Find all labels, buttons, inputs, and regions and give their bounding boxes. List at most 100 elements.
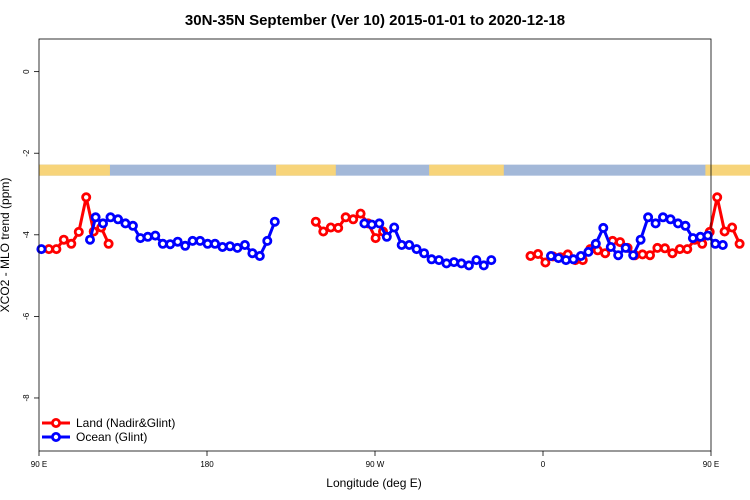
land-band-0 xyxy=(39,164,110,176)
data-point-0-9 xyxy=(310,216,321,227)
data-point-1-24 xyxy=(254,250,265,261)
data-point-1-34 xyxy=(411,244,422,255)
data-point-0-29 xyxy=(600,248,611,259)
data-point-0-2 xyxy=(58,234,69,245)
series-1 xyxy=(36,212,728,271)
chart-title: 30N-35N September (Ver 10) 2015-01-01 to… xyxy=(185,12,565,29)
data-point-1-67 xyxy=(710,238,721,249)
y-tick-label-1: -2 xyxy=(22,149,31,157)
data-point-1-22 xyxy=(239,239,250,250)
data-point-1-8 xyxy=(135,233,146,244)
data-point-1-33 xyxy=(404,239,415,250)
data-point-1-49 xyxy=(575,250,586,261)
data-point-1-66 xyxy=(702,230,713,241)
y-axis: 0 -2 -4 -6 -8 xyxy=(22,69,39,402)
data-point-0-17 xyxy=(370,233,381,244)
data-point-1-51 xyxy=(590,238,601,249)
y-tick-label-4: -8 xyxy=(22,394,31,402)
data-point-0-34 xyxy=(637,249,648,260)
x-tick-label-3: 0 xyxy=(541,460,546,469)
data-point-0-1 xyxy=(51,244,62,255)
data-point-0-15 xyxy=(355,208,366,219)
legend-marker-1 xyxy=(51,431,62,442)
data-point-1-35 xyxy=(419,248,430,259)
data-point-0-46 xyxy=(727,222,738,233)
data-point-0-19 xyxy=(525,250,536,261)
data-point-1-3 xyxy=(98,218,109,229)
data-point-1-43 xyxy=(478,260,489,271)
data-point-0-13 xyxy=(340,212,351,223)
data-point-1-10 xyxy=(150,230,161,241)
ocean-band xyxy=(39,164,711,176)
x-axis-label: Longitude (deg E) xyxy=(326,476,421,490)
legend-label-0: Land (Nadir&Glint) xyxy=(76,416,175,430)
data-point-1-29 xyxy=(374,218,385,229)
data-point-1-63 xyxy=(680,220,691,231)
legend-item-1: Ocean (Glint) xyxy=(42,430,147,444)
y-tick-label-3: -6 xyxy=(22,312,31,320)
data-point-1-64 xyxy=(687,233,698,244)
data-point-1-54 xyxy=(613,250,624,261)
data-point-1-46 xyxy=(553,253,564,264)
data-point-1-1 xyxy=(85,234,96,245)
data-point-1-30 xyxy=(381,231,392,242)
data-point-1-9 xyxy=(142,231,153,242)
data-point-1-42 xyxy=(471,255,482,266)
data-point-0-14 xyxy=(348,214,359,225)
data-point-1-58 xyxy=(643,212,654,223)
data-point-1-7 xyxy=(127,220,138,231)
data-point-1-5 xyxy=(113,214,124,225)
data-point-0-4 xyxy=(73,226,84,237)
data-point-0-3 xyxy=(66,238,77,249)
legend-label-1: Ocean (Glint) xyxy=(76,430,147,444)
data-point-0-44 xyxy=(712,192,723,203)
data-point-1-65 xyxy=(695,231,706,242)
data-point-1-68 xyxy=(717,239,728,250)
y-tick-label-2: -4 xyxy=(22,231,31,239)
x-tick-label-1: 180 xyxy=(200,460,214,469)
x-tick-label-0: 90 E xyxy=(31,460,47,469)
data-point-1-40 xyxy=(456,258,467,269)
data-point-0-37 xyxy=(659,243,670,254)
data-point-1-59 xyxy=(650,218,661,229)
data-point-0-38 xyxy=(667,248,678,259)
data-point-1-38 xyxy=(441,258,452,269)
data-point-1-31 xyxy=(389,222,400,233)
data-point-0-8 xyxy=(103,238,114,249)
data-point-1-25 xyxy=(262,235,273,246)
data-point-1-41 xyxy=(463,260,474,271)
land-band-1 xyxy=(276,164,336,176)
data-point-1-18 xyxy=(209,238,220,249)
data-point-1-61 xyxy=(665,214,676,225)
data-point-0-31 xyxy=(615,237,626,248)
data-point-1-2 xyxy=(90,212,101,223)
data-point-1-44 xyxy=(486,255,497,266)
data-point-0-10 xyxy=(318,226,329,237)
legend: Land (Nadir&Glint)Ocean (Glint) xyxy=(42,416,175,444)
data-point-1-56 xyxy=(628,250,639,261)
data-point-1-0 xyxy=(36,244,47,255)
data-point-0-20 xyxy=(533,248,544,259)
x-tick-label-2: 90 W xyxy=(366,460,385,469)
series-layer xyxy=(36,192,745,271)
data-point-1-13 xyxy=(172,236,183,247)
data-point-1-48 xyxy=(568,254,579,265)
data-point-1-39 xyxy=(448,257,459,268)
data-point-0-47 xyxy=(734,238,745,249)
data-point-0-12 xyxy=(333,222,344,233)
data-point-1-53 xyxy=(605,241,616,252)
land-band-3 xyxy=(705,164,750,176)
data-point-0-21 xyxy=(540,257,551,268)
y-tick-label-0: 0 xyxy=(22,69,31,74)
data-point-1-60 xyxy=(658,212,669,223)
data-point-1-14 xyxy=(180,240,191,251)
data-point-0-45 xyxy=(719,226,730,237)
legend-item-0: Land (Nadir&Glint) xyxy=(42,416,175,430)
data-point-1-27 xyxy=(359,218,370,229)
data-point-0-35 xyxy=(645,250,656,261)
landmask-strip xyxy=(39,164,750,176)
land-band-2 xyxy=(429,164,504,176)
data-point-1-19 xyxy=(217,241,228,252)
data-point-1-28 xyxy=(366,219,377,230)
